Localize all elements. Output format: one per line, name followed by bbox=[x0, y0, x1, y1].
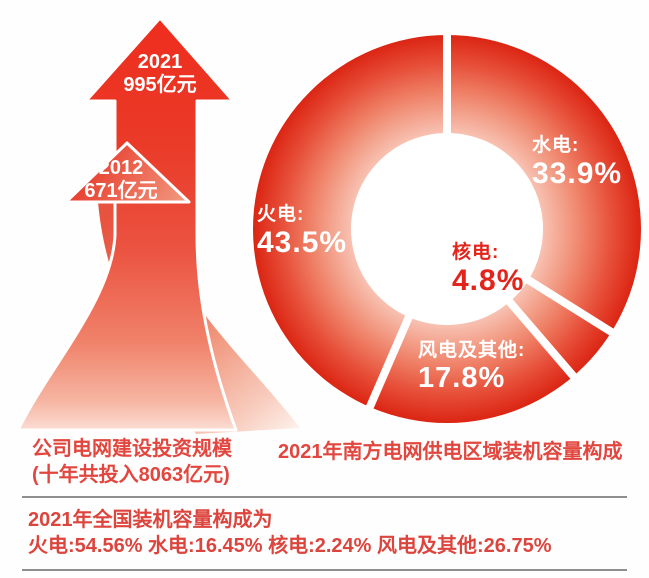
donut-label-wind-value: 17.8% bbox=[418, 362, 506, 394]
investment-caption: 公司电网建设投资规模 (十年共投入8063亿元) bbox=[32, 436, 232, 488]
investment-caption-line1: 公司电网建设投资规模 bbox=[32, 438, 232, 460]
donut-label-hydro-name: 水电: bbox=[532, 135, 580, 156]
donut-label-hydro-value: 33.9% bbox=[532, 157, 623, 190]
donut-hole bbox=[351, 133, 543, 325]
arrow-2012-value: 671亿元 bbox=[84, 180, 158, 202]
arrow-2021-label: 2021 995亿元 bbox=[95, 51, 225, 97]
donut-label-wind-name: 风电及其他: bbox=[418, 340, 526, 361]
donut-label-hydro: 水电: 33.9% bbox=[532, 135, 622, 190]
donut-label-nuclear-name: 核电: bbox=[452, 242, 500, 263]
donut-label-nuclear: 核电: 4.8% bbox=[452, 242, 524, 297]
national-composition-title: 2021年全国装机容量构成为 bbox=[28, 509, 273, 531]
arrow-2012-year: 2012 bbox=[98, 157, 144, 179]
donut-label-wind: 风电及其他: 17.8% bbox=[418, 340, 525, 395]
donut-label-thermal: 火电: 43.5% bbox=[257, 204, 347, 259]
arrow-2012-label: 2012 671亿元 bbox=[56, 157, 186, 203]
national-composition-panel: 2021年全国装机容量构成为 火电:54.56% 水电:16.45% 核电:2.… bbox=[22, 496, 627, 571]
investment-caption-line2: (十年共投入8063亿元) bbox=[32, 464, 230, 486]
donut-label-thermal-value: 43.5% bbox=[257, 226, 348, 259]
figure-graphics bbox=[16, 16, 641, 434]
arrow-2021-value: 995亿元 bbox=[123, 74, 197, 96]
donut-caption: 2021年南方电网供电区域装机容量构成 bbox=[278, 441, 623, 463]
arrow-2012-head bbox=[64, 141, 191, 204]
donut-label-thermal-name: 火电: bbox=[257, 204, 305, 225]
donut-label-nuclear-value: 4.8% bbox=[452, 264, 525, 297]
arrow-2021 bbox=[16, 16, 238, 432]
arrow-2021-year: 2021 bbox=[137, 51, 183, 73]
national-composition-values: 火电:54.56% 水电:16.45% 核电:2.24% 风电及其他:26.75… bbox=[28, 535, 552, 557]
